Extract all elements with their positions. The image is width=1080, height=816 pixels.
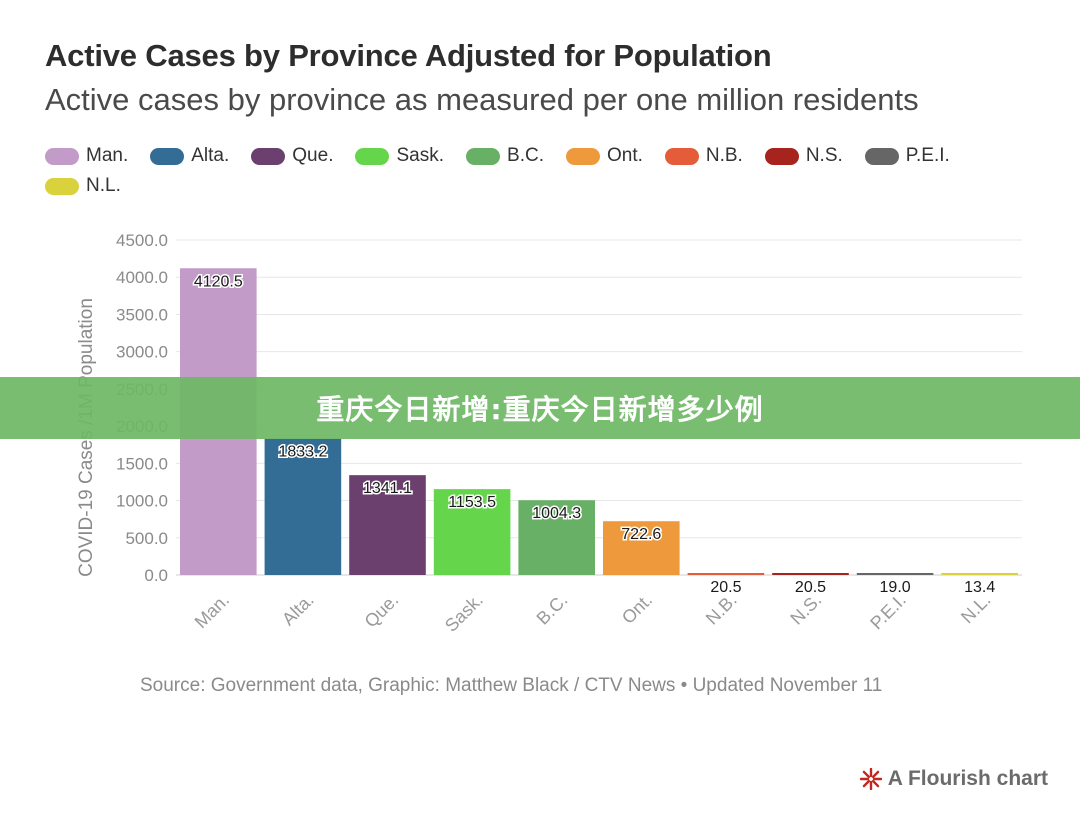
flourish-credit-label: A Flourish chart (887, 767, 1048, 790)
legend-item[interactable]: Alta. (150, 145, 230, 166)
legend-label: N.B. (705, 145, 743, 166)
legend-label: Ont. (606, 145, 643, 166)
chart-legend: Man. Alta. Que. Sask. B.C. Ont. N.B. N.S. P.E.I.… (45, 145, 1005, 196)
legend-swatch (45, 147, 79, 165)
legend-swatch (150, 147, 185, 165)
flourish-credit[interactable]: A Flourish chart (859, 767, 1048, 791)
bar-value-label: 20.5 (795, 579, 826, 596)
x-tick-label: Sask. (441, 590, 487, 636)
overlay-banner: 重庆今日新增:重庆今日新增多少例 (0, 377, 1080, 439)
chart-title: Active Cases by Province Adjusted for Po… (45, 38, 772, 73)
bar-value-label: 1341.1 (363, 480, 412, 497)
legend-item[interactable]: N.S. (764, 145, 843, 166)
chart-subtitle: Active cases by province as measured per… (45, 82, 919, 117)
legend-label: Alta. (191, 145, 230, 166)
legend-item[interactable]: N.B. (664, 145, 743, 166)
x-tick-label: Man. (191, 590, 233, 632)
legend-label: N.L. (86, 175, 121, 196)
y-tick-label: 3500.0 (116, 305, 168, 324)
bar-value-label: 4120.5 (194, 273, 243, 290)
legend-swatch (466, 147, 501, 165)
bar (772, 573, 849, 575)
x-tick-label: P.E.I. (866, 590, 910, 634)
bar-value-label: 19.0 (880, 579, 911, 596)
legend-item[interactable]: Man. (45, 145, 129, 166)
y-tick-label: 3000.0 (116, 343, 168, 362)
bar (941, 573, 1018, 575)
legend-label: B.C. (507, 145, 544, 166)
y-tick-label: 500.0 (125, 529, 168, 548)
legend-item[interactable]: P.E.I. (864, 145, 950, 166)
bar (264, 438, 342, 575)
flourish-logo-icon (859, 768, 882, 790)
legend-swatch (565, 147, 600, 165)
source-note: Source: Government data, Graphic: Matthe… (140, 675, 883, 696)
flourish-star-ray (862, 779, 870, 788)
x-tick-label: B.C. (533, 590, 572, 629)
legend-label: P.E.I. (905, 145, 950, 166)
bar (687, 573, 765, 575)
legend-swatch (355, 147, 390, 165)
legend-item[interactable]: Que. (251, 145, 334, 166)
legend-swatch (664, 147, 699, 165)
legend-swatch (251, 147, 286, 165)
x-tick-label: Ont. (618, 590, 656, 628)
y-tick-label: 1000.0 (116, 492, 168, 511)
flourish-star-ray (871, 770, 880, 779)
banner-text: 重庆今日新增:重庆今日新增多少例 (316, 393, 764, 426)
legend-label: Man. (86, 145, 129, 166)
legend-swatch (864, 147, 899, 165)
bar-value-label: 20.5 (710, 579, 741, 596)
bar-value-label: 722.6 (621, 526, 661, 543)
bar (433, 489, 511, 575)
flourish-star-ray (871, 779, 880, 788)
y-tick-label: 4500.0 (116, 231, 168, 250)
legend-item[interactable]: Ont. (565, 145, 643, 166)
legend-swatch (764, 147, 799, 165)
y-tick-label: 1500.0 (116, 454, 168, 473)
bar-value-label: 1833.2 (278, 444, 327, 461)
legend-item[interactable]: Sask. (355, 145, 445, 166)
bar-value-label: 1004.3 (532, 505, 581, 522)
legend-item[interactable]: N.L. (45, 175, 121, 196)
y-tick-label: 4000.0 (116, 268, 168, 287)
bar-value-label: 1153.5 (448, 494, 496, 511)
legend-item[interactable]: B.C. (466, 145, 544, 166)
bar (856, 573, 934, 575)
x-tick-label: Que. (361, 590, 403, 632)
bar (603, 521, 680, 575)
bar-value-label: 13.4 (964, 579, 995, 596)
legend-label: N.S. (805, 145, 843, 166)
bar (349, 475, 426, 575)
legend-label: Sask. (396, 145, 445, 166)
y-tick-label: 0.0 (144, 566, 168, 585)
x-tick-label: Alta. (278, 590, 318, 630)
flourish-star-ray (862, 770, 870, 779)
legend-label: Que. (292, 145, 334, 166)
bar (518, 500, 595, 575)
legend-swatch (45, 177, 79, 195)
